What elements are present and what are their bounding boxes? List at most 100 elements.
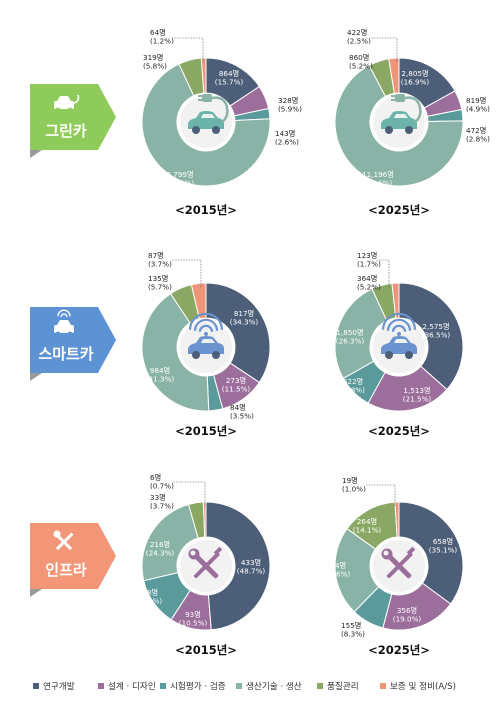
data-label-count: 33명 bbox=[150, 493, 166, 502]
data-label-percent: (12.1%) bbox=[134, 597, 163, 606]
data-label-count: 64명 bbox=[150, 28, 166, 37]
legend-label: 시험평가 · 검증 bbox=[170, 680, 226, 692]
wifi-car-icon bbox=[188, 312, 224, 359]
data-label-percent: (3.7%) bbox=[150, 502, 174, 511]
legend: 연구개발 설계 · 디자인 시험평가 · 검증 생산기술 · 생산 품질관리 보증 및 정… bbox=[33, 680, 456, 692]
year-label: <2025년> bbox=[368, 424, 430, 438]
legend-item: 품질관리 bbox=[317, 680, 359, 692]
data-label-count: 817명 bbox=[234, 309, 254, 318]
legend-label: 생산기술 · 생산 bbox=[246, 681, 302, 692]
data-label-percent: (5.8%) bbox=[143, 62, 167, 71]
legend-item: 생산기술 · 생산 bbox=[236, 681, 302, 692]
data-label-count: 135명 bbox=[148, 274, 168, 283]
data-label-count: 658명 bbox=[433, 537, 453, 546]
leader-line bbox=[172, 259, 202, 287]
donut-chart: 433명(48.7%) 93명(10.5%) 108명(12.1%) 216명(24.… bbox=[134, 473, 271, 631]
tag-fold bbox=[30, 150, 42, 158]
data-label-percent: (3.5%) bbox=[230, 412, 254, 421]
year-label: <2015년> bbox=[175, 424, 237, 438]
data-label-percent: (16.9%) bbox=[401, 78, 430, 87]
data-label-count: 424명 bbox=[326, 561, 346, 570]
data-label-percent: (8.8%) bbox=[341, 386, 365, 395]
legend-item: 시험평가 · 검증 bbox=[160, 680, 226, 692]
data-label-count: 984명 bbox=[150, 366, 170, 375]
data-label-percent: (26.3%) bbox=[336, 337, 365, 346]
data-label-percent: (34.3%) bbox=[230, 318, 259, 327]
donut-chart: 2,575명(36.5%) 1,513명(21.5%) 622명(8.8%) 1,85… bbox=[334, 251, 464, 412]
category-tag-banner bbox=[30, 307, 116, 373]
legend-swatch bbox=[33, 683, 39, 689]
category-tag-banner bbox=[30, 84, 116, 150]
data-label-percent: (2.6%) bbox=[275, 138, 299, 147]
data-label-count: 6명 bbox=[150, 473, 161, 482]
wrench-screwdriver-icon bbox=[53, 530, 74, 551]
data-label-percent: (68.9%) bbox=[166, 179, 195, 188]
data-label-count: 273명 bbox=[226, 376, 246, 385]
category-label: 스마트카 bbox=[38, 345, 93, 363]
leader-line bbox=[172, 37, 204, 62]
data-label-percent: (1.0%) bbox=[342, 485, 366, 494]
tag-fold bbox=[30, 589, 42, 597]
data-label-count: 19명 bbox=[342, 476, 358, 485]
leader-line bbox=[371, 37, 398, 62]
category-tag: 그린카 bbox=[30, 84, 116, 158]
data-label-percent: (0.7%) bbox=[150, 482, 174, 491]
plug-car-icon bbox=[54, 94, 80, 113]
data-label-percent: (5.2%) bbox=[349, 62, 373, 71]
category-tag: 인프라 bbox=[30, 523, 116, 597]
data-label-percent: (19.0%) bbox=[393, 615, 422, 624]
year-label: <2015년> bbox=[175, 643, 237, 657]
data-label-count: 155명 bbox=[341, 621, 361, 630]
data-label-count: 860명 bbox=[349, 53, 369, 62]
data-label-percent: (67.6%) bbox=[364, 179, 393, 188]
data-label-percent: (1.7%) bbox=[357, 260, 381, 269]
data-label-percent: (5.7%) bbox=[148, 283, 172, 292]
data-label-count: 108명 bbox=[138, 588, 158, 597]
data-label-count: 1,513명 bbox=[403, 386, 430, 395]
data-label-count: 93명 bbox=[185, 610, 201, 619]
data-label-count: 433명 bbox=[241, 558, 261, 567]
legend-label: 보증 및 정비(A/S) bbox=[390, 680, 456, 692]
data-label-percent: (2.5%) bbox=[347, 37, 371, 46]
tag-fold bbox=[30, 373, 42, 381]
legend-swatch bbox=[236, 683, 242, 689]
donut-chart: 658명(35.1%) 356명(19.0%) 155명(8.3%) 424명(22.… bbox=[322, 476, 464, 639]
data-label-count: 3,799명 bbox=[166, 170, 193, 179]
wrench-screwdriver-icon bbox=[188, 546, 223, 579]
data-label-percent: (10.5%) bbox=[179, 619, 208, 628]
data-label-percent: (2.8%) bbox=[466, 135, 490, 144]
data-label-count: 864명 bbox=[219, 69, 239, 78]
plug-car-icon bbox=[188, 94, 229, 134]
legend-swatch bbox=[380, 683, 386, 689]
legend-swatch bbox=[317, 683, 323, 689]
legend-item: 보증 및 정비(A/S) bbox=[380, 680, 456, 692]
data-label-percent: (35.1%) bbox=[429, 546, 458, 555]
data-label-percent: (5.9%) bbox=[278, 105, 302, 114]
legend-label: 품질관리 bbox=[327, 680, 359, 692]
data-label-count: 264명 bbox=[357, 517, 377, 526]
legend-label: 연구개발 bbox=[43, 681, 75, 692]
data-label-percent: (21.5%) bbox=[403, 395, 432, 404]
donut-chart: 2,805명(16.9%) 819명(4.9%) 472명(2.8%) 11,196명… bbox=[334, 28, 490, 188]
data-label-count: 364명 bbox=[357, 274, 377, 283]
data-label-count: 1,850명 bbox=[336, 328, 363, 337]
data-label-percent: (22.6%) bbox=[322, 570, 351, 579]
data-label-count: 2,575명 bbox=[422, 322, 449, 331]
donut-chart: 817명(34.3%) 273명(11.5%) 84명(3.5%) 984명(41.3… bbox=[141, 251, 271, 421]
category-label: 그린카 bbox=[45, 122, 87, 140]
data-label-percent: (1.2%) bbox=[150, 37, 174, 46]
data-label-count: 819명 bbox=[466, 96, 486, 105]
category-label: 인프라 bbox=[45, 561, 87, 579]
legend-item: 설계 · 디자인 bbox=[98, 680, 156, 692]
legend-swatch bbox=[160, 683, 166, 689]
data-label-percent: (8.3%) bbox=[341, 630, 365, 639]
category-tag-banner bbox=[30, 523, 116, 589]
data-label-percent: (5.2%) bbox=[357, 283, 381, 292]
wifi-car-icon bbox=[54, 309, 74, 337]
data-label-count: 2,805명 bbox=[401, 69, 428, 78]
year-label: <2025년> bbox=[368, 203, 430, 217]
data-label-count: 356명 bbox=[397, 606, 417, 615]
year-label: <2015년> bbox=[175, 203, 237, 217]
year-label: <2025년> bbox=[368, 643, 430, 657]
